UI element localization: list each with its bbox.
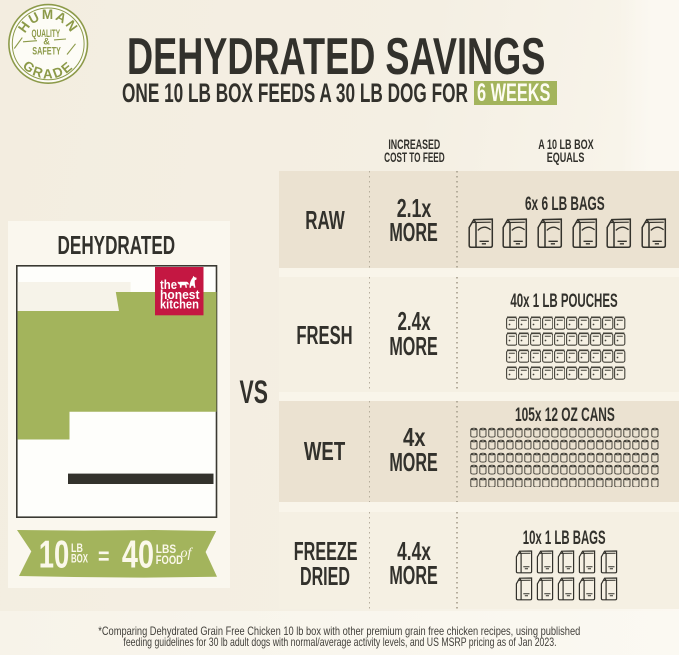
svg-text:honest: honest [160, 288, 200, 302]
svg-text:40: 40 [122, 533, 154, 576]
svg-text:LBS: LBS [156, 542, 176, 556]
svg-text:BOX: BOX [71, 551, 89, 565]
svg-text:QUALITY: QUALITY [32, 28, 61, 40]
svg-text:GRADE: GRADE [20, 58, 76, 82]
svg-text:the: the [160, 278, 177, 292]
svg-text:FOOD: FOOD [156, 553, 183, 567]
svg-text:LB: LB [71, 541, 83, 555]
svg-text:of: of [181, 546, 194, 561]
svg-text:SAFETY: SAFETY [32, 45, 61, 57]
svg-text:=: = [98, 544, 110, 571]
svg-text:&: & [43, 37, 50, 47]
svg-text:kitchen: kitchen [160, 298, 199, 312]
svg-text:10: 10 [39, 533, 70, 576]
